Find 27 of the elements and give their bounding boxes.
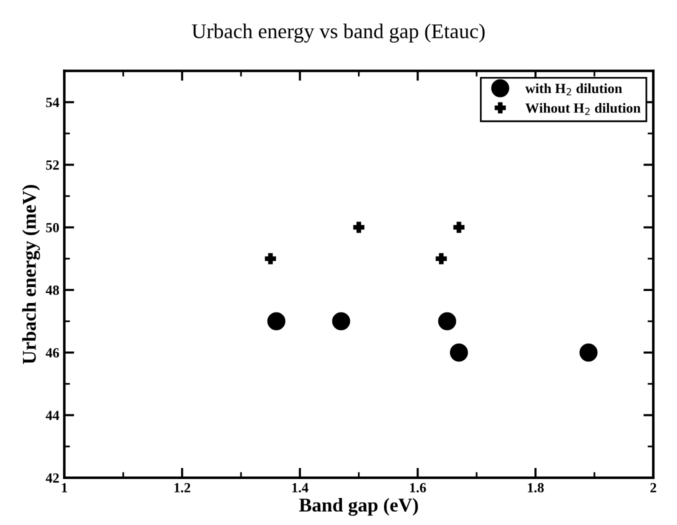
point [267,312,286,330]
x-tick-label: 2 [650,483,656,492]
y-tick-label: 44 [46,410,60,420]
legend-label: with H$_{2}$ dilution [525,83,622,96]
point [579,344,598,362]
point [332,312,350,330]
point [353,222,364,233]
y-tick-label: 52 [46,160,59,170]
point [453,222,464,233]
y-tick-label: 48 [46,286,59,295]
x-tick-label: 1.2 [174,483,190,492]
point [436,253,447,264]
x-tick-label: 1 [62,483,68,492]
point [264,253,276,264]
point [450,344,468,362]
y-tick-label: 46 [46,348,60,358]
x-axis-title: Band gap (eV) [299,498,418,516]
x-tick-label: 1.4 [292,483,308,492]
y-tick-label: 54 [46,98,60,108]
chart-title: Urbach energy vs band gap (Etauc) [192,24,485,43]
legend-label: Wihout H$_{2}$ dilution [525,103,641,115]
y-tick-label: 42 [46,473,59,483]
x-tick-label: 1.6 [410,483,426,492]
point [438,312,456,330]
x-tick-label: 1.8 [528,483,544,492]
y-axis-title: Urbach energy (meV) [22,184,40,364]
y-tick-label: 50 [46,222,59,232]
